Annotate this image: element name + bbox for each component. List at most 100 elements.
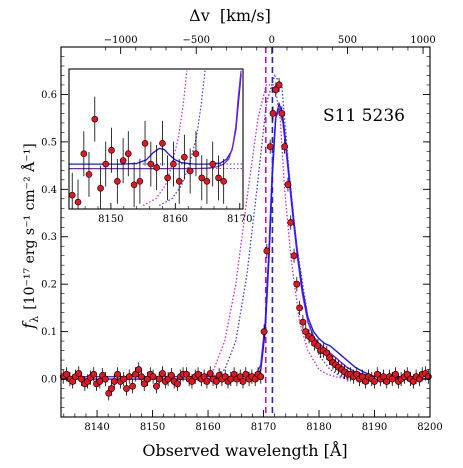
data-marker	[120, 375, 128, 383]
data-point	[174, 376, 181, 391]
data-point	[287, 215, 295, 230]
inset-data-point	[102, 141, 110, 187]
inset-data-point	[85, 151, 93, 197]
x-tick-label: 8160	[195, 422, 220, 433]
inset-data-point	[74, 179, 82, 209]
data-point	[101, 371, 109, 387]
inset-data-marker	[192, 150, 200, 157]
inset-data-point	[209, 141, 217, 187]
inset-data-marker	[181, 153, 188, 161]
main-frame	[60, 46, 431, 418]
data-marker	[290, 252, 298, 260]
inset-data-marker	[91, 115, 99, 123]
data-marker	[275, 81, 283, 89]
data-marker	[129, 382, 136, 390]
data-marker	[135, 366, 143, 373]
inset-data-point	[203, 158, 211, 204]
inset-data-marker	[136, 178, 144, 185]
inset-data-point	[164, 155, 171, 201]
data-marker	[371, 378, 378, 385]
top-tick-label: −1000	[104, 35, 138, 46]
y-axis-units: [10⁻¹⁷ erg s⁻¹ cm⁻² Å⁻¹]	[20, 143, 38, 310]
inset-data-marker	[141, 140, 149, 147]
data-point	[123, 381, 130, 396]
data-point	[129, 379, 136, 394]
inset-data-point	[153, 145, 160, 190]
y-axis-subscript: λ	[28, 316, 41, 323]
top-tick-label: 1000	[410, 35, 435, 46]
data-point	[296, 300, 304, 316]
y-tick-label: 0.5	[41, 137, 57, 148]
data-point	[284, 177, 292, 192]
model-curve-2	[61, 84, 430, 380]
x-tick-label: 8170	[251, 422, 276, 433]
inset-data-marker	[124, 150, 132, 157]
data-marker	[392, 370, 399, 378]
inset-data-point	[108, 127, 115, 173]
data-marker	[287, 219, 295, 226]
inset-data-marker	[69, 191, 76, 199]
data-marker	[168, 371, 175, 379]
data-point	[299, 315, 307, 330]
inset-data-marker	[203, 178, 211, 185]
x-tick-label: 8150	[140, 422, 165, 433]
inset-data-point	[114, 158, 121, 204]
data-point	[263, 243, 271, 259]
inset-data-point	[141, 120, 149, 166]
data-point	[260, 324, 268, 339]
inset-data-point	[192, 131, 200, 177]
data-marker	[108, 385, 115, 392]
inset-data-point	[186, 148, 194, 194]
data-marker	[263, 247, 271, 255]
data-point	[290, 248, 298, 263]
inset-data-marker	[97, 184, 104, 192]
x-tick-label: 8190	[362, 422, 387, 433]
inset-data-marker	[175, 178, 183, 185]
data-point	[114, 367, 121, 382]
data-marker	[299, 318, 307, 326]
data-marker	[114, 370, 121, 378]
data-point	[120, 371, 128, 387]
data-marker	[153, 382, 160, 390]
inset-data-point	[91, 96, 99, 142]
inset-data-point	[159, 120, 166, 166]
inset-data-marker	[159, 140, 166, 147]
data-point	[125, 369, 133, 384]
x-tick-label: 8200	[417, 422, 442, 433]
inset-frame	[68, 68, 244, 210]
top-tick-label: −500	[183, 35, 210, 46]
inset-data-point	[175, 158, 183, 204]
inset-data-marker	[74, 198, 82, 206]
inset-data-marker	[153, 164, 160, 171]
data-marker	[101, 375, 109, 383]
data-marker	[90, 370, 98, 378]
inset-data-marker	[220, 178, 227, 185]
y-tick-label: 0.0	[41, 375, 57, 386]
data-marker	[203, 378, 211, 385]
object-label: S11 5236	[323, 106, 405, 126]
inset-data-marker	[85, 171, 93, 178]
data-marker	[174, 380, 181, 388]
inset-data-point	[215, 155, 222, 201]
data-marker	[284, 181, 292, 188]
inset-data-marker	[80, 150, 88, 157]
top-tick-label: 500	[338, 35, 357, 46]
inset-data-marker	[209, 160, 217, 168]
inset-x-tick-label: 8170	[227, 214, 252, 225]
inset-data-marker	[108, 146, 115, 154]
data-marker	[159, 369, 166, 377]
y-tick-label: 0.1	[41, 327, 57, 338]
data-marker	[257, 373, 265, 381]
data-point	[149, 369, 157, 384]
data-marker	[266, 143, 274, 151]
x-tick-label: 8140	[84, 422, 109, 433]
inset-data-marker	[164, 174, 171, 182]
data-marker	[293, 280, 301, 288]
inset-data-marker	[215, 174, 222, 182]
data-marker	[239, 378, 247, 385]
data-marker	[278, 110, 286, 117]
data-marker	[206, 369, 214, 377]
inset-x-tick-label: 8160	[163, 214, 188, 225]
x-axis-label: Observed wavelength [Å]	[142, 440, 347, 460]
